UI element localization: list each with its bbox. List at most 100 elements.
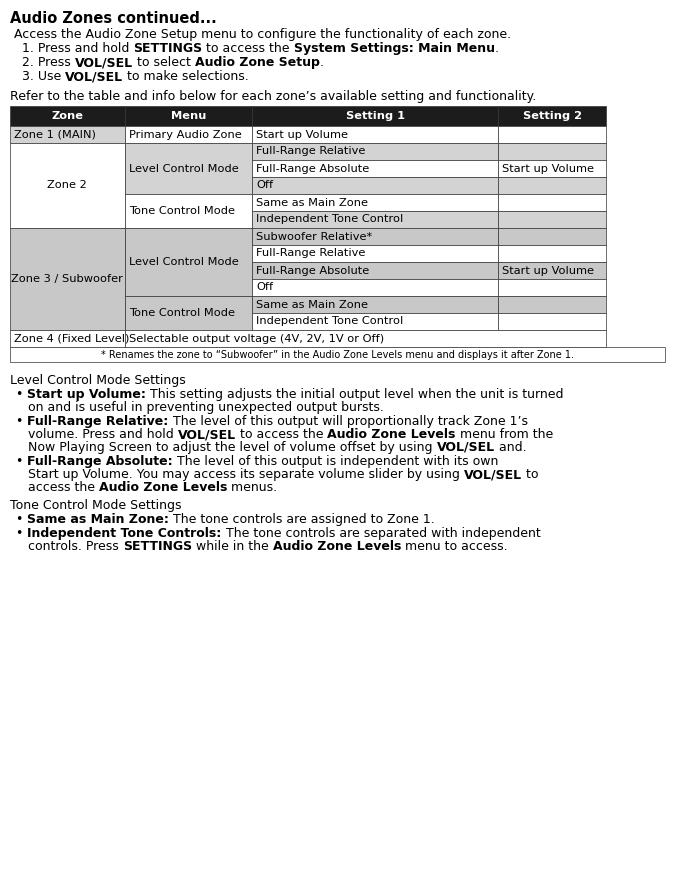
Text: Start up Volume:: Start up Volume:: [28, 388, 146, 401]
Text: Level Control Mode Settings: Level Control Mode Settings: [10, 374, 186, 387]
Text: Setting 1: Setting 1: [346, 111, 405, 121]
Bar: [252, 279, 498, 296]
Bar: [498, 228, 606, 245]
Bar: [252, 228, 498, 245]
Text: •: •: [16, 388, 28, 401]
Text: Audio Zone Setup: Audio Zone Setup: [195, 56, 320, 69]
Bar: [252, 160, 498, 177]
Text: Start up Volume. You may access its separate volume slider by using: Start up Volume. You may access its sepa…: [28, 468, 464, 481]
Text: controls. Press: controls. Press: [28, 540, 123, 553]
Text: SETTINGS: SETTINGS: [123, 540, 192, 553]
Text: Primary Audio Zone: Primary Audio Zone: [129, 130, 242, 140]
Text: to: to: [522, 468, 539, 481]
Text: Full-Range Absolute: Full-Range Absolute: [256, 164, 370, 173]
Text: Full-Range Absolute: Full-Range Absolute: [256, 266, 370, 276]
Bar: [252, 106, 498, 126]
Text: •: •: [16, 513, 28, 526]
Text: Independent Tone Controls:: Independent Tone Controls:: [28, 527, 221, 540]
Bar: [498, 262, 606, 279]
Text: Setting 2: Setting 2: [522, 111, 582, 121]
Text: Menu: Menu: [171, 111, 206, 121]
Text: VOL/SEL: VOL/SEL: [464, 468, 522, 481]
Text: Same as Main Zone:: Same as Main Zone:: [28, 513, 169, 526]
Bar: [252, 211, 498, 228]
Text: Full-Range Relative:: Full-Range Relative:: [28, 415, 169, 428]
Text: The level of this output will proportionally track Zone 1’s: The level of this output will proportion…: [169, 415, 528, 428]
Bar: [498, 245, 606, 262]
Text: Same as Main Zone: Same as Main Zone: [256, 197, 369, 207]
Text: Level Control Mode: Level Control Mode: [129, 164, 238, 173]
Text: Audio Zones continued...: Audio Zones continued...: [10, 11, 217, 26]
Text: The level of this output is independent with its own: The level of this output is independent …: [173, 455, 498, 468]
Bar: [252, 313, 498, 330]
Text: VOL/SEL: VOL/SEL: [178, 428, 236, 441]
Bar: [252, 194, 498, 211]
Bar: [125, 143, 252, 194]
Text: and.: and.: [495, 441, 526, 454]
Text: * Renames the zone to “Subwoofer” in the Audio Zone Levels menu and displays it : * Renames the zone to “Subwoofer” in the…: [101, 349, 574, 359]
Text: Independent Tone Control: Independent Tone Control: [256, 316, 404, 326]
Text: Independent Tone Control: Independent Tone Control: [256, 214, 404, 225]
Text: •: •: [16, 527, 28, 540]
Text: Full-Range Absolute:: Full-Range Absolute:: [28, 455, 173, 468]
Bar: [498, 106, 606, 126]
Bar: [252, 143, 498, 160]
Text: Tone Control Mode: Tone Control Mode: [129, 308, 235, 318]
Text: menu from the: menu from the: [456, 428, 553, 441]
Bar: [498, 126, 606, 143]
Text: 3. Use: 3. Use: [10, 70, 65, 83]
Bar: [10, 330, 125, 347]
Text: Tone Control Mode: Tone Control Mode: [129, 206, 235, 216]
Text: menus.: menus.: [227, 481, 277, 494]
Text: Audio Zone Levels: Audio Zone Levels: [327, 428, 456, 441]
Bar: [498, 194, 606, 211]
Text: Refer to the table and info below for each zone’s available setting and function: Refer to the table and info below for ea…: [10, 90, 536, 103]
Text: •: •: [16, 415, 28, 428]
Text: •: •: [16, 455, 28, 468]
Text: VOL/SEL: VOL/SEL: [437, 441, 495, 454]
Text: Start up Volume: Start up Volume: [502, 266, 594, 276]
Bar: [252, 296, 498, 313]
Text: Audio Zone Levels: Audio Zone Levels: [273, 540, 401, 553]
Bar: [10, 106, 125, 126]
Bar: [498, 143, 606, 160]
Text: Full-Range Relative: Full-Range Relative: [256, 249, 366, 259]
Bar: [10, 228, 125, 330]
Text: Zone 4 (Fixed Level): Zone 4 (Fixed Level): [14, 333, 130, 343]
Text: access the: access the: [28, 481, 99, 494]
Text: Zone 1 (MAIN): Zone 1 (MAIN): [14, 130, 96, 140]
Text: VOL/SEL: VOL/SEL: [65, 70, 124, 83]
Bar: [498, 296, 606, 313]
Text: Tone Control Mode Settings: Tone Control Mode Settings: [10, 499, 182, 512]
Text: to make selections.: to make selections.: [124, 70, 249, 83]
Bar: [498, 211, 606, 228]
Bar: [252, 177, 498, 194]
Text: Off: Off: [256, 180, 273, 190]
Text: VOL/SEL: VOL/SEL: [75, 56, 133, 69]
Text: to access the: to access the: [202, 42, 294, 55]
Text: Zone 2: Zone 2: [47, 180, 87, 190]
Text: SETTINGS: SETTINGS: [134, 42, 202, 55]
Text: Start up Volume: Start up Volume: [256, 130, 348, 140]
Text: Subwoofer Relative*: Subwoofer Relative*: [256, 231, 373, 242]
Bar: [498, 160, 606, 177]
Text: Audio Zone Levels: Audio Zone Levels: [99, 481, 227, 494]
Text: .: .: [320, 56, 323, 69]
Text: The tone controls are separated with independent: The tone controls are separated with ind…: [221, 527, 541, 540]
Bar: [125, 126, 252, 143]
Text: 1. Press and hold: 1. Press and hold: [10, 42, 134, 55]
Text: Level Control Mode: Level Control Mode: [129, 257, 238, 267]
Text: This setting adjusts the initial output level when the unit is turned: This setting adjusts the initial output …: [146, 388, 564, 401]
Text: Access the Audio Zone Setup menu to configure the functionality of each zone.: Access the Audio Zone Setup menu to conf…: [10, 28, 511, 41]
Bar: [10, 126, 125, 143]
Bar: [498, 279, 606, 296]
Bar: [498, 177, 606, 194]
Text: on and is useful in preventing unexpected output bursts.: on and is useful in preventing unexpecte…: [28, 401, 384, 414]
Bar: [125, 106, 252, 126]
Text: to select: to select: [133, 56, 195, 69]
Text: menu to access.: menu to access.: [401, 540, 508, 553]
Bar: [10, 143, 125, 228]
Bar: [10, 347, 665, 362]
Bar: [252, 262, 498, 279]
Text: The tone controls are assigned to Zone 1.: The tone controls are assigned to Zone 1…: [169, 513, 435, 526]
